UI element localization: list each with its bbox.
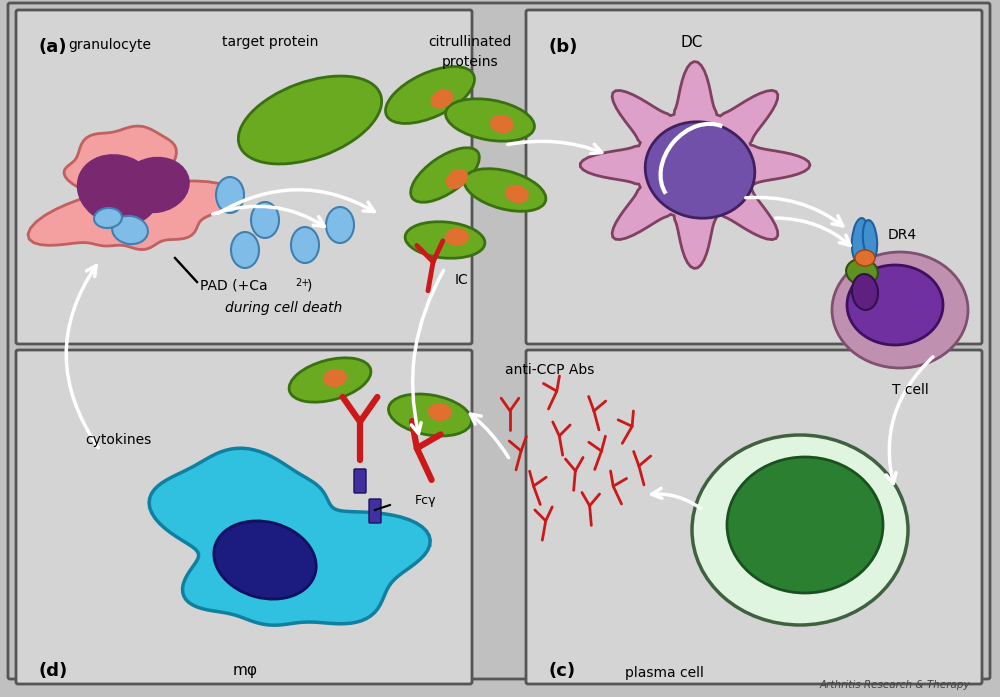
Text: 2+: 2+	[295, 278, 309, 288]
Ellipse shape	[846, 259, 878, 285]
FancyBboxPatch shape	[16, 10, 472, 344]
Ellipse shape	[446, 169, 468, 189]
Ellipse shape	[231, 232, 259, 268]
Ellipse shape	[112, 216, 148, 244]
Ellipse shape	[323, 369, 347, 387]
Text: target protein: target protein	[222, 35, 318, 49]
Ellipse shape	[446, 99, 534, 141]
Text: (d): (d)	[38, 662, 67, 680]
Text: IC: IC	[455, 273, 469, 287]
Ellipse shape	[326, 207, 354, 243]
Ellipse shape	[411, 148, 479, 202]
Ellipse shape	[727, 457, 883, 593]
Ellipse shape	[832, 252, 968, 368]
Ellipse shape	[238, 76, 382, 164]
Polygon shape	[28, 126, 239, 250]
Text: PAD (+Ca: PAD (+Ca	[200, 278, 268, 292]
Ellipse shape	[645, 122, 755, 218]
Ellipse shape	[852, 274, 878, 310]
Text: DR4: DR4	[888, 228, 917, 242]
Ellipse shape	[692, 435, 908, 625]
Ellipse shape	[445, 228, 469, 246]
FancyBboxPatch shape	[369, 499, 381, 523]
Text: T cell: T cell	[892, 383, 928, 397]
Text: mφ: mφ	[233, 663, 258, 678]
Text: ): )	[307, 278, 312, 292]
Polygon shape	[149, 448, 430, 625]
Ellipse shape	[291, 227, 319, 263]
Ellipse shape	[118, 166, 154, 210]
Ellipse shape	[120, 157, 190, 213]
Text: (c): (c)	[548, 662, 575, 680]
Ellipse shape	[847, 265, 943, 345]
Ellipse shape	[388, 394, 472, 436]
Text: proteins: proteins	[442, 55, 498, 69]
Text: (a): (a)	[38, 38, 67, 56]
Text: plasma cell: plasma cell	[625, 666, 704, 680]
Ellipse shape	[251, 202, 279, 238]
Ellipse shape	[852, 218, 868, 262]
Ellipse shape	[77, 154, 159, 226]
FancyBboxPatch shape	[16, 350, 472, 684]
Text: Arthritis Research & Therapy: Arthritis Research & Therapy	[819, 680, 970, 690]
Text: (b): (b)	[548, 38, 577, 56]
Ellipse shape	[94, 208, 122, 228]
Ellipse shape	[216, 177, 244, 213]
Polygon shape	[580, 61, 810, 268]
FancyBboxPatch shape	[526, 10, 982, 344]
Ellipse shape	[386, 66, 474, 123]
Ellipse shape	[405, 222, 485, 259]
Text: cytokines: cytokines	[85, 433, 151, 447]
Text: Fcγ: Fcγ	[415, 493, 437, 507]
FancyBboxPatch shape	[526, 350, 982, 684]
Ellipse shape	[505, 185, 529, 204]
Text: DC: DC	[680, 35, 702, 50]
Ellipse shape	[464, 169, 546, 211]
Ellipse shape	[863, 220, 877, 260]
FancyBboxPatch shape	[354, 469, 366, 493]
Ellipse shape	[855, 250, 875, 266]
Ellipse shape	[289, 358, 371, 402]
Text: anti-CCP Abs: anti-CCP Abs	[505, 363, 594, 377]
Text: citrullinated: citrullinated	[428, 35, 512, 49]
FancyBboxPatch shape	[8, 3, 990, 679]
Ellipse shape	[428, 403, 452, 421]
Text: during cell death: during cell death	[225, 301, 342, 315]
Ellipse shape	[430, 89, 454, 109]
Ellipse shape	[490, 115, 514, 133]
Ellipse shape	[214, 521, 316, 599]
Text: granulocyte: granulocyte	[69, 38, 152, 52]
